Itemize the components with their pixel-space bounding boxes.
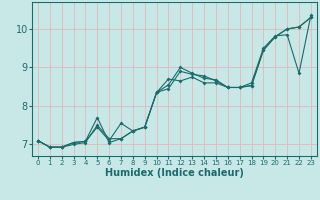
X-axis label: Humidex (Indice chaleur): Humidex (Indice chaleur) — [105, 168, 244, 178]
